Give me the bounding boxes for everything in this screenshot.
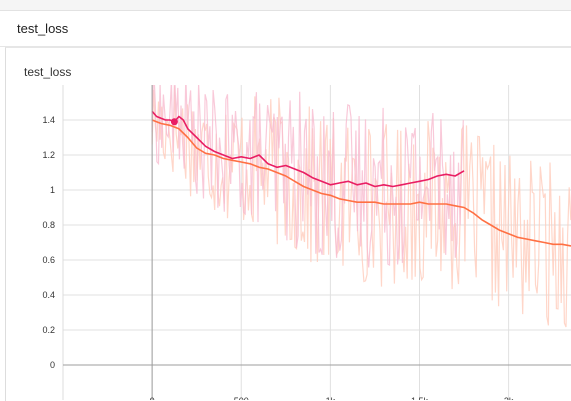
x-tick-label: 1k [326, 396, 336, 400]
raw-series-line [151, 85, 464, 268]
panel-title: test_loss [17, 21, 69, 36]
y-tick-label: 1 [50, 185, 55, 195]
y-tick-label: 0.8 [42, 220, 55, 230]
y-tick-label: 1.4 [42, 115, 55, 125]
x-tick-label: 500 [234, 396, 249, 400]
tick-labels: 0 0.2 0.4 0.6 0.8 1 1.2 1.4 0 500 1k 1.5k 2k [42, 115, 513, 400]
x-tick-label: 2k [504, 396, 514, 400]
raw-series-layer [151, 85, 571, 328]
x-tick-label: 1.5k [411, 396, 429, 400]
chart-axes [62, 85, 571, 400]
x-tick-label: 0 [150, 396, 155, 400]
panel-header[interactable]: test_loss [0, 11, 571, 47]
raw-series-line [151, 86, 571, 328]
y-tick-label: 0.4 [42, 290, 55, 300]
y-tick-label: 0.6 [42, 255, 55, 265]
y-tick-label: 1.2 [42, 150, 55, 160]
y-tick-label: 0.2 [42, 325, 55, 335]
chart-title: test_loss [24, 65, 72, 79]
series-line [151, 119, 571, 247]
y-tick-label: 0 [50, 360, 55, 370]
hover-point [170, 118, 178, 126]
top-strip [0, 0, 571, 11]
smoothed-series-layer [151, 110, 571, 247]
series-line [151, 110, 465, 188]
